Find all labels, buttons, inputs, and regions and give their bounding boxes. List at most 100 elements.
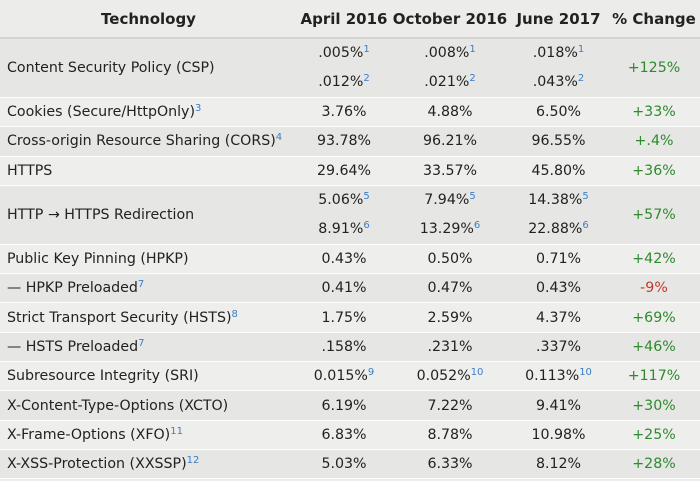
percent-change-cell: +57% [608,185,700,245]
value-text: 29.64% [316,162,372,179]
june-2017-value: 6.50% [509,104,608,120]
technology-label: Public Key Pinning (HPKP) [7,251,189,268]
value-text: 0.015% [313,368,368,385]
percent-change-cell: +125% [608,38,700,98]
technology-cell: Public Key Pinning (HPKP) [0,244,297,275]
technology-cell: X-XSS-Protection (XXSSP)12 [0,449,297,480]
value-text: 6.33% [427,456,473,473]
october-2016-value: 7.94%5 [391,186,509,215]
technology-cell: — HPKP Preloaded7 [0,273,297,304]
column-header-april-2016: April 2016 [297,0,391,39]
april-2016-value-cell: 1.75% [297,302,391,333]
april-2016-value-cell: 3.76% [297,97,391,128]
footnote-ref: 2 [469,73,476,84]
october-2016-value: 0.50% [391,251,509,267]
april-2016-value-cell: 0.43% [297,244,391,275]
june-2017-value: 96.55% [509,133,608,149]
april-2016-value-cell: 0.41% [297,273,391,304]
june-2017-value-cell: 6.50% [509,97,608,128]
value-text: 0.47% [427,280,473,297]
april-2016-value: 0.43% [297,251,391,267]
june-2017-value-cell: 4.37% [509,302,608,333]
value-text: 5.03% [321,456,367,473]
april-2016-value: 3.76% [297,104,391,120]
footnote-ref: 2 [363,73,370,84]
table-row: HTTPS 29.64% 33.57% 45.80% +36% [0,156,700,186]
percent-change-cell: +25% [608,420,700,450]
technology-cell: X-Frame-Options (XFO)11 [0,420,297,450]
april-2016-value: 8.91%6 [297,215,391,244]
october-2016-value-cell: 8.78% [391,420,509,450]
footnote-ref: 6 [363,219,370,231]
value-text: 8.78% [427,426,473,443]
value-text: 1.75% [321,309,367,326]
table-row: X-Content-Type-Options (XCTO) 6.19% 7.22% 9… [0,390,700,421]
value-text: 7.94% [424,191,470,208]
value-text: 4.37% [535,309,582,326]
footnote-ref: 7 [138,337,145,349]
percent-change-cell: +.4% [608,126,700,157]
value-text: .043% [532,74,578,90]
value-text: 6.19% [321,397,367,414]
technology-label: HTTP → HTTPS Redirection [7,206,195,223]
value-text: 2.59% [427,309,473,326]
october-2016-value: 0.052%10 [391,368,509,385]
percent-change-value: +69% [632,309,676,326]
value-text: 8.12% [535,456,582,473]
technology-cell: Subresource Integrity (SRI) [0,361,297,392]
value-text: 4.88% [427,104,473,121]
april-2016-value-cell: .158% [297,332,391,363]
april-2016-value: 0.41% [297,280,391,296]
october-2016-value-cell: 96.21% [391,126,509,157]
technology-label: Content Security Policy (CSP) [7,60,215,76]
technology-cell: HTTP → HTTPS Redirection [0,185,297,245]
value-text: 13.29% [419,220,474,237]
october-2016-value: 96.21% [391,133,509,149]
october-2016-value: 4.88% [391,104,509,120]
april-2016-value-cell: .005%1.012%2 [297,38,391,98]
value-text: .005% [318,45,364,61]
percent-change-value: +125% [627,60,681,76]
value-text: 10.98% [531,426,586,443]
april-2016-value: 29.64% [297,163,391,179]
april-2016-value-cell: 6.83% [297,420,391,450]
table-row: X-Frame-Options (XFO)11 6.83% 8.78% 10.98% +… [0,420,700,450]
percent-change-value: +28% [632,456,676,473]
percent-change-cell: +42% [608,244,700,275]
october-2016-value-cell: 0.052%10 [391,361,509,392]
value-text: 8.91% [318,220,364,237]
april-2016-value-cell: 93.78% [297,126,391,157]
value-text: 3.76% [321,104,367,121]
percent-change-cell: +28% [608,449,700,480]
percent-change-cell: +117% [608,361,700,392]
table-row: Public Key Pinning (HPKP) 0.43% 0.50% 0.71%… [0,244,700,275]
october-2016-value-cell: 0.50% [391,244,509,275]
value-text: .231% [427,338,473,355]
technology-cell: — HSTS Preloaded7 [0,332,297,363]
footnote-ref: 12 [186,455,200,467]
october-2016-value: 8.78% [391,427,509,443]
header-row: Technology April 2016 October 2016 June … [0,0,700,39]
october-2016-value-cell: .231% [391,332,509,363]
june-2017-value: .043%2 [509,68,608,97]
percent-change-value: +42% [632,251,676,268]
footnote-ref: 11 [170,425,183,437]
footnote-ref: 6 [473,219,481,231]
june-2017-value: 14.38%5 [509,186,608,215]
october-2016-value: 33.57% [391,163,509,179]
footnote-ref: 1 [363,44,370,55]
april-2016-value-cell: 0.015%9 [297,361,391,392]
percent-change-cell: +46% [608,332,700,363]
october-2016-value-cell: 6.33% [391,449,509,480]
column-header-percent-change: % Change [608,0,700,39]
table-row: Cookies (Secure/HttpOnly)3 3.76% 4.88% 6.50… [0,97,700,128]
value-text: 6.83% [321,426,367,443]
june-2017-value-cell: .018%1.043%2 [509,38,608,98]
percent-change-value: +36% [632,162,676,179]
value-text: 96.55% [531,133,586,150]
percent-change-value: +25% [632,426,676,443]
october-2016-value: .008%1 [391,39,509,68]
table-row: Cross-origin Resource Sharing (CORS)4 93.… [0,126,700,157]
october-2016-value-cell: 33.57% [391,156,509,186]
